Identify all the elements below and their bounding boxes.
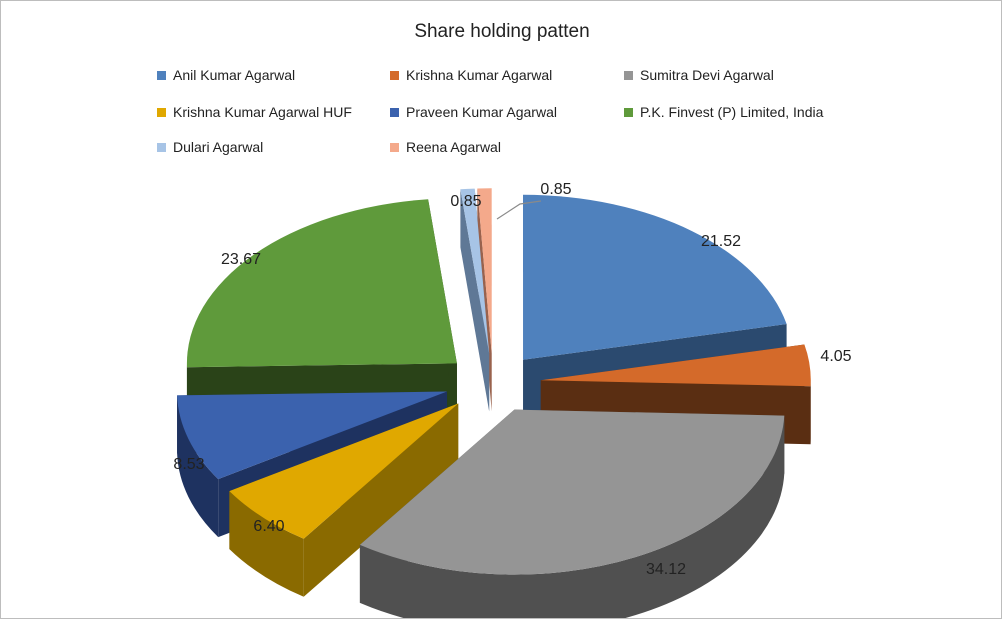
pie-slice-top [477, 188, 492, 354]
data-label-anil-kumar-agarwal: 21.52 [701, 233, 741, 250]
legend-label: Krishna Kumar Agarwal [406, 67, 553, 83]
legend-swatch [390, 107, 399, 117]
pie-slice-top [229, 403, 459, 539]
legend-item-praveen-kumar-agarwal: Praveen Kumar Agarwal [390, 104, 557, 120]
leader-line [496, 200, 542, 220]
legend-swatch [390, 70, 399, 80]
pie-slice-top [460, 188, 490, 354]
data-label-sumitra-devi-agarwal: 34.12 [646, 561, 686, 578]
legend-label: Krishna Kumar Agarwal HUF [173, 104, 352, 120]
legend-swatch [157, 70, 166, 80]
legend-item-dulari-agarwal: Dulari Agarwal [157, 139, 263, 155]
data-label-praveen-kumar-agarwal: 8.53 [173, 456, 204, 473]
legend-label: P.K. Finvest (P) Limited, India [640, 104, 824, 120]
legend-item-reena-agarwal: Reena Agarwal [390, 139, 501, 155]
legend-swatch [390, 142, 399, 152]
legend-item-anil-kumar-agarwal: Anil Kumar Agarwal [157, 67, 295, 83]
data-label-reena-agarwal: 0.85 [540, 181, 571, 198]
legend-swatch [157, 107, 166, 117]
pie-slice-top [177, 391, 448, 480]
legend-label: Praveen Kumar Agarwal [406, 104, 557, 120]
pie-slice-sumitra-devi-agarwal [359, 409, 785, 618]
legend-label: Dulari Agarwal [173, 139, 264, 155]
pie-slice-dulari-agarwal [460, 188, 490, 412]
data-label-p-k-finvest-p-limited-india: 23.67 [221, 251, 261, 268]
pie-slice-side [177, 395, 219, 538]
legend-label: Sumitra Devi Agarwal [640, 67, 774, 83]
legend-item-krishna-kumar-agarwal-huf: Krishna Kumar Agarwal HUF [157, 104, 352, 120]
legend-item-pk-finvest: P.K. Finvest (P) Limited, India [624, 104, 823, 120]
pie-slice-top [523, 194, 787, 360]
legend-label: Reena Agarwal [406, 139, 501, 155]
legend-swatch [157, 142, 166, 152]
chart-title: Share holding patten [414, 21, 590, 42]
legend-item-sumitra-devi-agarwal: Sumitra Devi Agarwal [624, 67, 774, 83]
data-label-krishna-kumar-agarwal-huf: 6.40 [253, 518, 284, 535]
pie-slice-p-k-finvest-p-limited-india [186, 199, 457, 426]
legend-swatch [624, 107, 633, 117]
pie-slice-krishna-kumar-agarwal-huf [229, 403, 459, 597]
pie-slice-top [359, 409, 785, 575]
legend-label: Anil Kumar Agarwal [173, 67, 296, 83]
legend-swatch [624, 70, 633, 80]
data-label-dulari-agarwal: 0.85 [450, 193, 481, 210]
pie-slice-wall [460, 189, 490, 412]
data-label-krishna-kumar-agarwal: 4.05 [820, 348, 851, 365]
pie-slice-side [359, 415, 785, 618]
legend-item-krishna-kumar-agarwal: Krishna Kumar Agarwal [390, 67, 552, 83]
pie-slice-side [229, 491, 304, 597]
pie-slice-top [186, 199, 457, 368]
pie-slice-top [540, 344, 811, 387]
